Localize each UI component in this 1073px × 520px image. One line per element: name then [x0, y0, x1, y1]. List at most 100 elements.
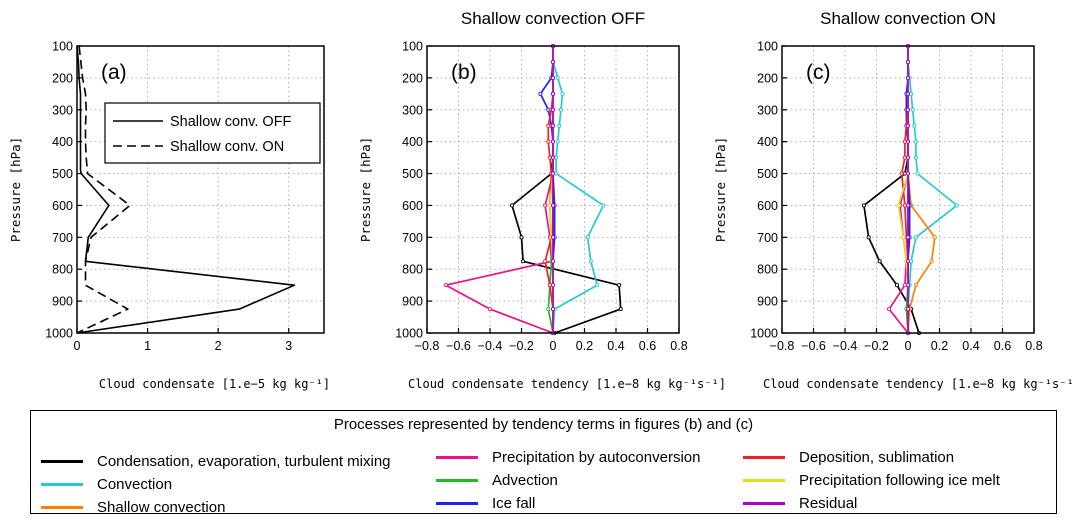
data-point	[546, 139, 551, 144]
legend-frame	[104, 102, 321, 164]
panel-b: Shallow convection OFF 100 200 300 400 500 600…	[358, 9, 726, 391]
series-line-3	[445, 46, 554, 334]
legend-item: Precipitation by autoconversion	[436, 447, 700, 467]
data-point	[861, 203, 866, 208]
legend-label: Precipitation by autoconversion	[492, 448, 701, 466]
y-tick-label: 100	[402, 40, 423, 54]
data-point	[866, 235, 871, 240]
series-line-1	[552, 46, 605, 334]
x-tick-label: −0.2	[509, 339, 534, 353]
y-tick-label: 500	[52, 167, 73, 181]
y-tick-label: 200	[757, 71, 778, 85]
x-tick-label: 0.6	[639, 339, 656, 353]
data-point	[550, 107, 556, 112]
x-tick-label: −0.2	[864, 339, 889, 353]
data-point	[550, 123, 556, 128]
y-tick-label: 300	[402, 103, 423, 117]
legend-swatch	[41, 482, 83, 486]
x-axis-label: Cloud condensate [1.e−5 kg kg⁻¹]	[99, 377, 330, 391]
x-tick-label: 2	[215, 339, 222, 353]
data-point	[913, 139, 918, 144]
data-point	[905, 235, 911, 240]
data-point	[487, 307, 493, 312]
series-line-shallow-conv-off	[76, 45, 296, 334]
x-tick-label: 0.4	[962, 339, 979, 353]
data-point	[595, 283, 600, 288]
data-point	[543, 259, 548, 264]
legend-label: Residual	[799, 494, 858, 512]
data-point	[550, 307, 556, 312]
y-tick-label: 200	[52, 71, 73, 85]
legend-entry: Shallow conv. OFF	[170, 114, 292, 130]
data-point	[509, 203, 515, 208]
x-tick-label: 3	[285, 339, 292, 353]
y-tick-label: 600	[52, 199, 73, 213]
data-point	[929, 259, 934, 264]
legend-label: Ice fall	[492, 494, 536, 512]
panel-label: (a)	[101, 61, 127, 84]
x-tick-label: −0.8	[770, 339, 795, 353]
data-point	[550, 139, 556, 144]
data-point	[550, 155, 556, 160]
y-tick-label: 700	[402, 231, 423, 245]
y-tick-label: 700	[52, 231, 73, 245]
y-tick-label: 100	[757, 40, 778, 54]
data-point	[557, 123, 562, 128]
data-point	[905, 155, 911, 160]
y-tick-label: 700	[757, 231, 778, 245]
y-tick-label: 800	[402, 263, 423, 277]
data-point	[546, 123, 551, 128]
panel-title: Shallow convection OFF	[461, 9, 645, 28]
data-point	[905, 91, 911, 96]
plot-area	[861, 43, 959, 336]
panel-label: (c)	[806, 61, 831, 84]
data-point	[877, 259, 882, 264]
legend-swatch	[743, 455, 785, 459]
data-point	[617, 283, 622, 288]
legend-item: Ice fall	[436, 493, 535, 513]
legend-label: Convection	[97, 475, 173, 493]
y-tick-label: 800	[52, 263, 73, 277]
x-tick-label: 0	[74, 339, 81, 353]
y-tick-label: 500	[402, 167, 423, 181]
panel-c: Shallow convection ON 100 200 300 400 500 600 7…	[713, 9, 1073, 391]
plot-area	[76, 45, 296, 334]
data-point	[905, 59, 911, 64]
data-point	[558, 107, 563, 112]
data-point	[543, 203, 548, 208]
legend-item: Condensation, evaporation, turbulent mix…	[41, 451, 391, 471]
data-point	[905, 259, 911, 264]
y-tick-label: 200	[402, 71, 423, 85]
data-point	[901, 235, 906, 240]
legend-swatch	[41, 505, 83, 509]
process-legend: Processes represented by tendency terms …	[30, 410, 1057, 517]
legend-item: Shallow convection	[41, 497, 225, 517]
data-point	[912, 123, 917, 128]
panel-label: (b)	[451, 61, 477, 84]
x-tick-label: 0.2	[931, 339, 948, 353]
legend-label: Advection	[492, 471, 558, 489]
data-point	[588, 259, 593, 264]
y-tick-label: 300	[757, 103, 778, 117]
x-tick-label: 0	[550, 339, 557, 353]
data-point	[905, 283, 911, 288]
data-point	[896, 203, 901, 208]
y-tick-label: 300	[52, 103, 73, 117]
panel-title: Shallow convection ON	[820, 9, 996, 28]
x-tick-label: −0.8	[415, 339, 440, 353]
y-axis-label: Pressure [hPa]	[8, 137, 23, 242]
panel-a-legend: Shallow conv. OFF Shallow conv. ON	[104, 102, 321, 164]
data-point	[905, 171, 911, 176]
data-point	[905, 203, 911, 208]
series-line-2	[907, 46, 936, 334]
y-tick-label: 600	[757, 199, 778, 213]
data-point	[550, 75, 556, 80]
data-point	[905, 107, 911, 112]
legend-item: Precipitation following ice melt	[743, 470, 1000, 490]
series-line-shallow-conv-on	[76, 45, 131, 334]
data-point	[550, 283, 556, 288]
data-point	[905, 139, 911, 144]
data-point	[913, 155, 918, 160]
legend-swatch	[436, 478, 478, 482]
